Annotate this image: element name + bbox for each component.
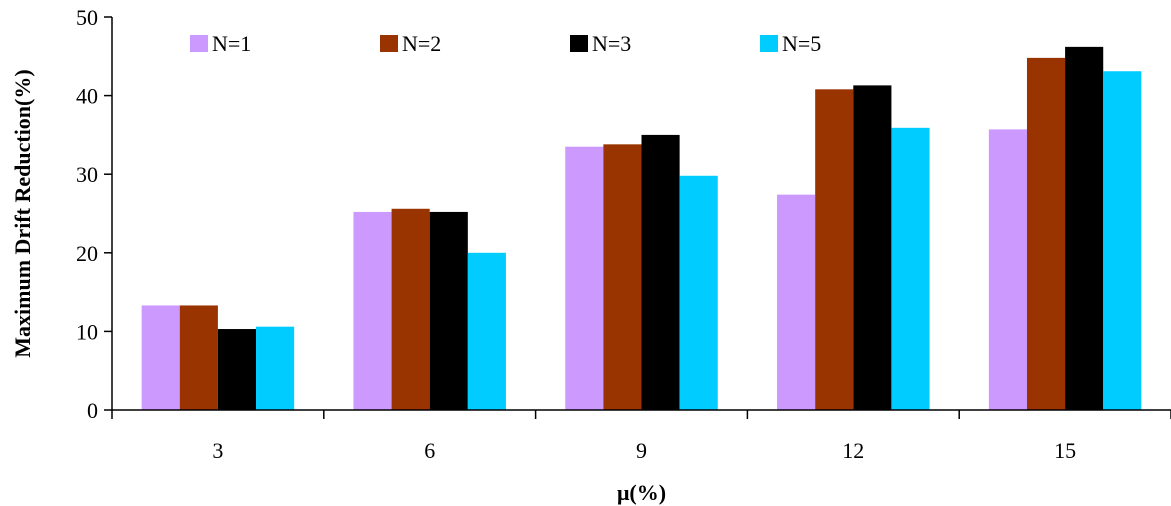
x-tick-label: 15 xyxy=(1054,438,1076,463)
bars-layer xyxy=(141,46,1142,411)
x-tick-label: 3 xyxy=(212,438,223,463)
legend-label: N=1 xyxy=(212,31,251,56)
bar-N=5-15 xyxy=(1103,71,1142,410)
axes-layer xyxy=(111,17,1171,411)
legend: N=1 N=2 N=3 N=5 xyxy=(190,31,821,56)
bar-N=1-6 xyxy=(353,211,392,410)
x-axis-title: μ(%) xyxy=(617,480,666,505)
x-ticks: 3 6 9 12 15 xyxy=(111,410,1171,463)
legend-swatch xyxy=(190,35,208,52)
y-tick-label: 50 xyxy=(76,5,98,30)
bar-N=3-3 xyxy=(217,329,257,410)
bar-N=2-9 xyxy=(603,144,642,410)
y-axis-title: Maximum Drift Reduction(%) xyxy=(10,69,35,357)
legend-swatch xyxy=(380,35,398,52)
bar-N=3-12 xyxy=(853,85,892,410)
bar-N=5-9 xyxy=(679,175,718,410)
x-tick-label: 12 xyxy=(842,438,864,463)
bar-N=3-9 xyxy=(641,134,680,410)
y-ticks: 0 10 20 30 40 50 xyxy=(76,5,112,423)
bar-N=2-3 xyxy=(179,305,218,410)
bar-N=2-15 xyxy=(1026,57,1066,410)
legend-label: N=3 xyxy=(592,31,631,56)
legend-swatch xyxy=(760,35,778,52)
bar-N=2-6 xyxy=(391,208,430,410)
y-tick-label: 10 xyxy=(76,319,98,344)
bar-N=1-3 xyxy=(141,305,180,410)
legend-label: N=2 xyxy=(402,31,441,56)
bar-N=5-6 xyxy=(467,252,506,410)
bar-N=5-3 xyxy=(256,326,295,410)
y-tick-label: 30 xyxy=(76,162,98,187)
bar-N=2-12 xyxy=(815,89,854,410)
y-tick-label: 0 xyxy=(87,398,98,423)
legend-label: N=5 xyxy=(782,31,821,56)
bar-N=1-9 xyxy=(565,146,604,410)
x-tick-label: 9 xyxy=(636,438,647,463)
bar-N=3-15 xyxy=(1065,46,1104,410)
y-tick-label: 20 xyxy=(76,241,98,266)
bar-N=1-12 xyxy=(777,194,816,410)
legend-swatch xyxy=(570,35,588,52)
y-tick-label: 40 xyxy=(76,84,98,109)
bar-N=1-15 xyxy=(988,129,1027,410)
bar-N=3-6 xyxy=(429,211,468,410)
bar-N=5-12 xyxy=(891,127,930,411)
x-tick-label: 6 xyxy=(424,438,435,463)
